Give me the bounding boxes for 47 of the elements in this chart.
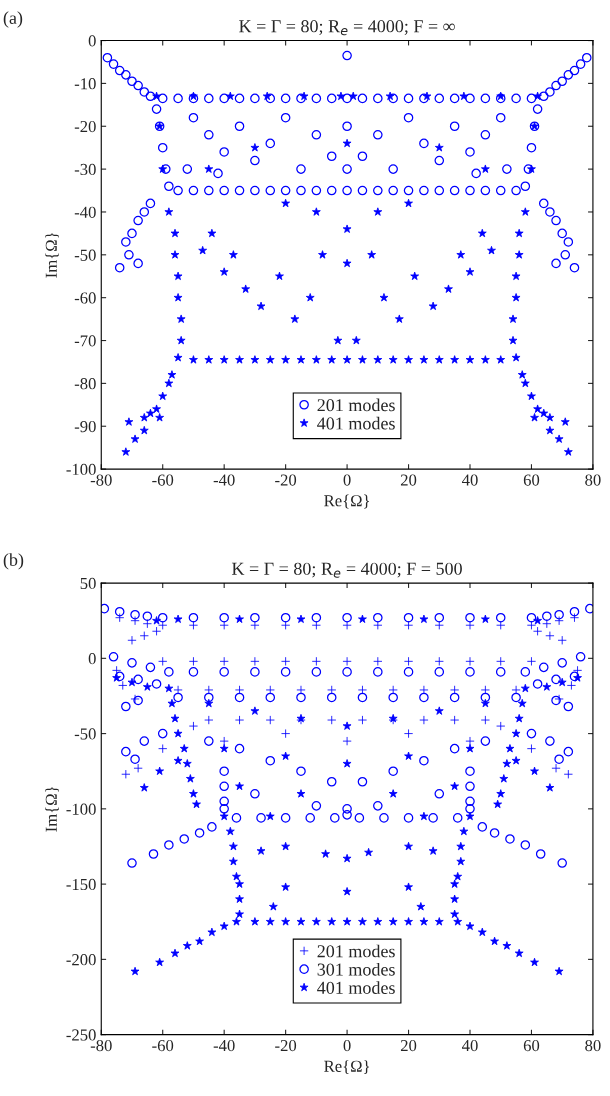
y-axis-title: Im{Ω} — [45, 786, 59, 832]
y-tick-label: -60 — [74, 292, 96, 304]
y-tick-label: -20 — [74, 120, 96, 133]
y-tick-label: -40 — [74, 206, 96, 218]
y-tick-label: -150 — [66, 878, 96, 891]
x-tick-label: -60 — [152, 1039, 174, 1052]
y-tick-label: 0 — [88, 35, 96, 47]
y-tick-label: -50 — [74, 728, 96, 740]
x-tick-label: 0 — [343, 1039, 351, 1052]
y-tick-label: 50 — [80, 577, 96, 590]
y-tick-label: -90 — [74, 420, 96, 433]
chart-title: K = Γ = 80; R$_{e}$ = 4000; F = 500 — [231, 562, 462, 578]
x-tick-label: 20 — [400, 1039, 417, 1052]
y-tick-label: -100 — [66, 463, 96, 476]
x-tick-label: 80 — [585, 1039, 601, 1052]
legend-label: 301 modes — [317, 962, 395, 976]
text: (b) — [3, 553, 24, 570]
y-tick-label: -70 — [74, 335, 96, 347]
x-tick-label: 20 — [400, 474, 417, 486]
x-tick-label: 60 — [523, 1039, 540, 1052]
y-tick-label: -80 — [74, 378, 96, 390]
x-tick-label: 0 — [343, 474, 351, 486]
x-axis-title: Re{Ω} — [324, 494, 370, 509]
legend-label: 401 modes — [317, 981, 395, 994]
x-tick-label: 60 — [523, 474, 540, 486]
x-tick-label: 80 — [585, 474, 601, 486]
x-tick-label: -40 — [213, 1039, 235, 1052]
x-tick-label: -20 — [275, 1039, 297, 1052]
legend-label: 201 modes — [317, 944, 395, 958]
x-tick-label: 40 — [462, 474, 478, 486]
chart-title: K = Γ = 80; R$_{e}$ = 4000; F = ∞ — [239, 20, 455, 36]
y-tick-label: -250 — [66, 1029, 96, 1041]
y-tick-label: -100 — [66, 803, 96, 815]
text: (a) — [3, 11, 23, 28]
legend-label: 401 modes — [317, 416, 395, 430]
x-tick-label: 40 — [462, 1039, 478, 1052]
y-axis-title: Im{Ω} — [45, 232, 59, 278]
y-tick-label: -10 — [74, 78, 96, 90]
y-tick-label: -200 — [66, 954, 96, 966]
y-tick-label: -30 — [74, 163, 96, 176]
x-tick-label: -20 — [275, 474, 297, 486]
legend-label: 201 modes — [317, 398, 395, 412]
x-axis-title: Re{Ω} — [324, 1060, 370, 1074]
y-tick-label: -50 — [74, 249, 96, 261]
x-tick-label: -60 — [152, 474, 174, 486]
y-tick-label: 0 — [88, 653, 96, 665]
x-tick-label: -40 — [213, 474, 235, 486]
